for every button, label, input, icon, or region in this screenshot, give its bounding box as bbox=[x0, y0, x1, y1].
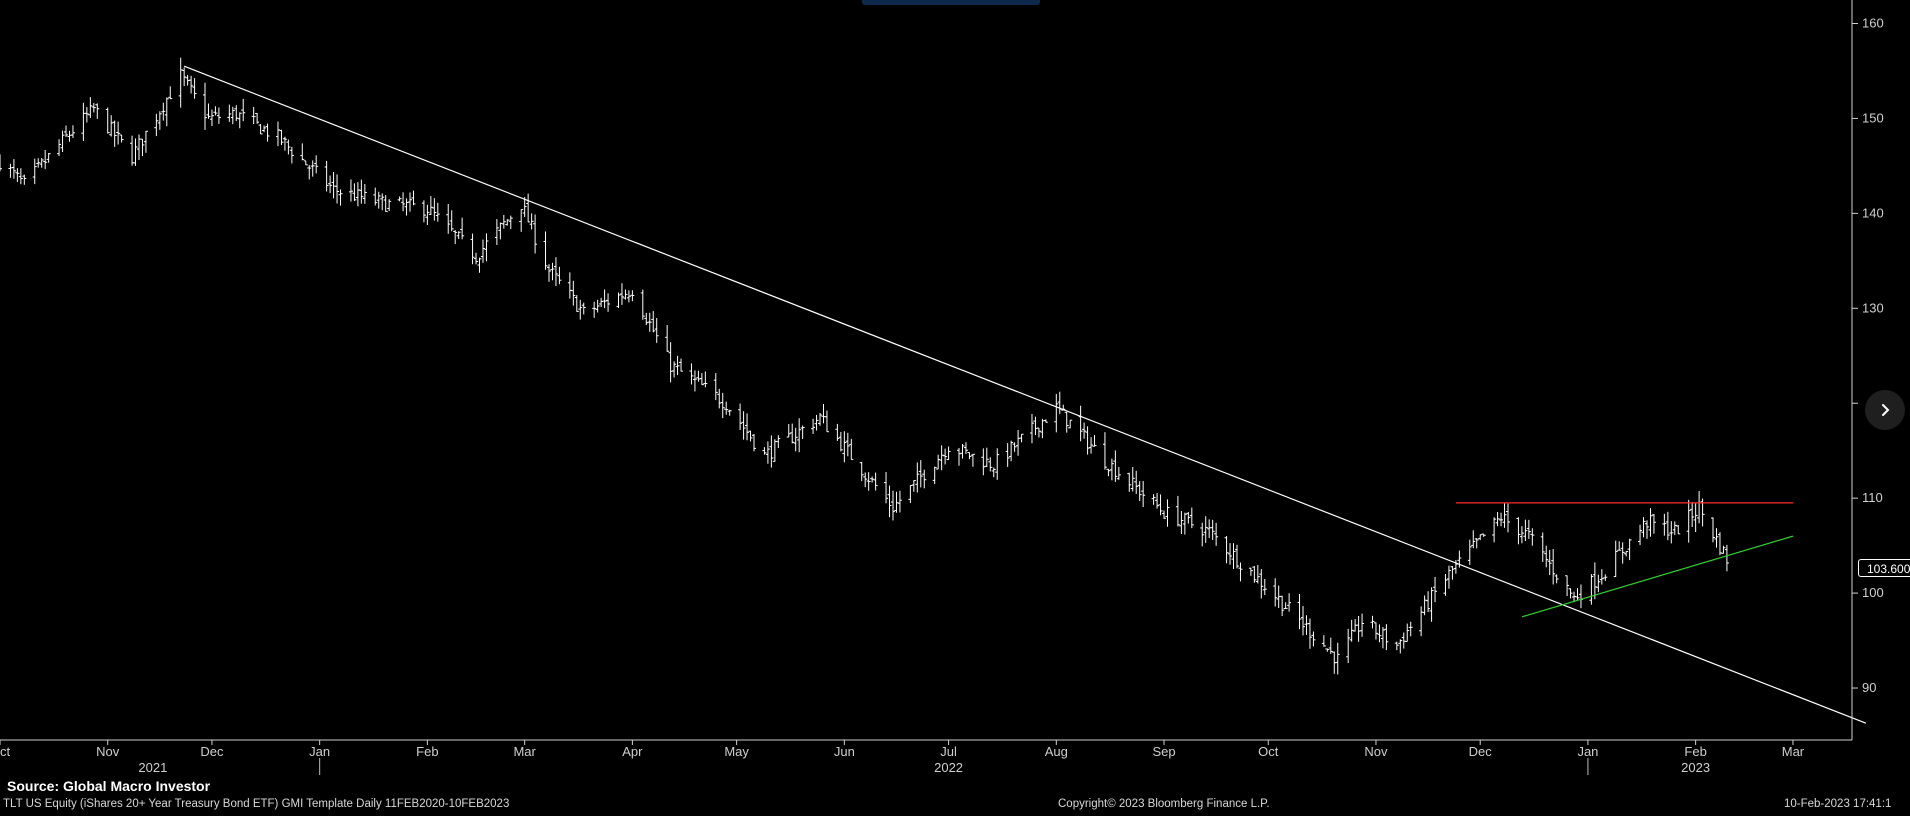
year-label: 2022 bbox=[934, 760, 963, 775]
y-tick-label: 100 bbox=[1862, 585, 1884, 600]
trendlines bbox=[183, 65, 1867, 724]
chevron-right-icon bbox=[1882, 404, 1890, 416]
next-chart-button[interactable] bbox=[1865, 390, 1905, 430]
timestamp-label: 10-Feb-2023 17:41:1 bbox=[1784, 798, 1892, 810]
x-tick-label: Mar bbox=[513, 744, 536, 759]
x-tick-label: Mar bbox=[1782, 744, 1805, 759]
x-tick-label: Apr bbox=[622, 744, 643, 759]
copyright-label: Copyright© 2023 Bloomberg Finance L.P. bbox=[1058, 798, 1270, 810]
axes: 90 100 110 130 140 150 160 Oct Nov Dec Jan Feb Mar Ap… bbox=[0, 0, 1884, 775]
x-tick-label: Feb bbox=[1684, 744, 1706, 759]
y-tick-label: 150 bbox=[1862, 110, 1884, 125]
x-tick-label: Jan bbox=[309, 744, 330, 759]
year-label: 2021 bbox=[138, 760, 167, 775]
x-tick-label: Jun bbox=[834, 744, 855, 759]
downtrend-trendline bbox=[183, 65, 1867, 724]
x-tick-label: Aug bbox=[1045, 744, 1068, 759]
y-tick-label: 160 bbox=[1862, 15, 1884, 30]
chart-description: TLT US Equity (iShares 20+ Year Treasury… bbox=[3, 798, 510, 810]
support-trendline bbox=[1521, 535, 1794, 618]
ohlc-bars bbox=[0, 57, 1729, 675]
x-tick-label: Jan bbox=[1577, 744, 1598, 759]
x-tick-label: May bbox=[724, 744, 749, 759]
x-tick-label: Sep bbox=[1152, 744, 1175, 759]
x-tick-label: Dec bbox=[200, 744, 224, 759]
x-tick-label: Oct bbox=[0, 744, 10, 759]
year-label: 2023 bbox=[1681, 760, 1710, 775]
x-tick-label: Dec bbox=[1469, 744, 1493, 759]
y-tick-label: 110 bbox=[1862, 490, 1883, 505]
x-tick-label: Nov bbox=[1364, 744, 1388, 759]
source-label: Source: Global Macro Investor bbox=[7, 778, 211, 794]
top-indicator-bar bbox=[862, 0, 1040, 5]
y-tick-label: 140 bbox=[1862, 205, 1884, 220]
x-tick-label: Oct bbox=[1258, 744, 1279, 759]
y-tick-label: 90 bbox=[1862, 680, 1876, 695]
x-tick-label: Nov bbox=[96, 744, 120, 759]
last-price-label: 103.6000 bbox=[1858, 559, 1910, 577]
x-tick-label: Feb bbox=[416, 744, 438, 759]
x-tick-label: Jul bbox=[940, 744, 957, 759]
y-tick-label: 130 bbox=[1862, 300, 1884, 315]
